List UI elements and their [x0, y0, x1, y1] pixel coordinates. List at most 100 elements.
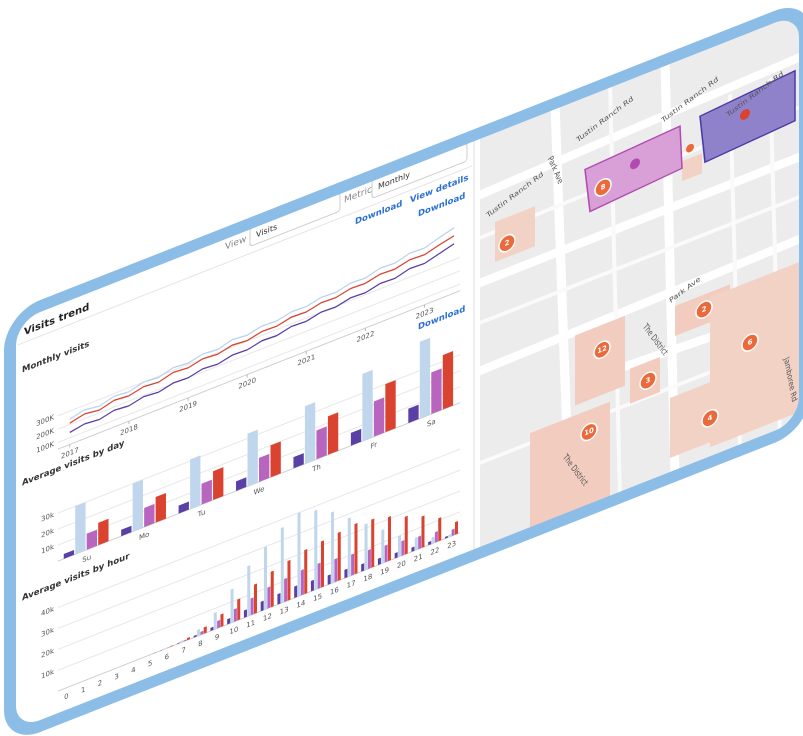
- map-marker[interactable]: [639, 370, 657, 392]
- bar: [170, 645, 174, 647]
- bar: [442, 351, 454, 410]
- bar: [421, 515, 425, 548]
- bar: [361, 563, 365, 572]
- map-marker[interactable]: [580, 421, 598, 443]
- bar: [86, 529, 98, 550]
- bar: [401, 540, 405, 556]
- bar: [132, 479, 143, 532]
- bar: [153, 652, 157, 654]
- bar: [280, 526, 284, 604]
- bar: [253, 583, 257, 614]
- x-tick-label: 2: [98, 678, 102, 688]
- map-marker-label: 3: [646, 375, 651, 386]
- x-tick-label: 0: [64, 691, 69, 702]
- bar: [203, 626, 207, 634]
- bar: [331, 511, 335, 584]
- map-marker[interactable]: [593, 339, 611, 361]
- block: [670, 376, 725, 459]
- x-tick-label: Fr: [371, 440, 377, 451]
- x-tick-label: 22: [430, 545, 439, 557]
- x-tick-label: 1: [81, 685, 85, 695]
- map-marker-label: 2: [702, 304, 707, 315]
- x-tick-label: 8: [198, 638, 203, 649]
- bar: [364, 523, 368, 571]
- bar: [200, 630, 204, 636]
- map-bg: [480, 4, 803, 553]
- x-tick-label: 4: [131, 665, 136, 676]
- x-tick-label: 11: [246, 618, 255, 630]
- bar: [144, 503, 155, 528]
- bar: [408, 404, 419, 424]
- bar: [166, 646, 170, 649]
- bar: [327, 412, 339, 455]
- grid-line: [58, 448, 460, 609]
- map-marker[interactable]: [741, 331, 759, 353]
- x-tick-label: 17: [347, 578, 356, 590]
- bar: [404, 515, 408, 555]
- map-marker-label: 4: [708, 412, 713, 423]
- bar: [394, 552, 398, 559]
- map-marker[interactable]: [701, 407, 719, 429]
- grid-line: [58, 256, 460, 417]
- bar: [347, 517, 351, 577]
- x-tick-label: Tu: [197, 507, 206, 519]
- bar: [387, 516, 391, 562]
- bar: [354, 522, 358, 575]
- map-marker-label: 8: [601, 182, 606, 193]
- bar: [180, 640, 184, 643]
- bar: [314, 509, 318, 591]
- map-marker[interactable]: [695, 298, 713, 320]
- bar: [213, 611, 217, 630]
- x-tick-label: 12: [263, 611, 272, 623]
- series-line: [69, 235, 455, 424]
- bar: [384, 544, 388, 563]
- bar: [414, 536, 418, 551]
- bar: [398, 535, 402, 558]
- divider: [18, 165, 472, 346]
- bar: [236, 477, 247, 491]
- map-marker-label: 6: [748, 337, 753, 348]
- x-tick-label: 3: [114, 671, 119, 682]
- bar: [230, 588, 234, 624]
- bar: [63, 549, 75, 559]
- grid-line: [58, 490, 460, 650]
- x-tick-label: 14: [296, 598, 305, 610]
- bar: [176, 642, 180, 645]
- block: [682, 153, 702, 182]
- bar: [155, 492, 166, 523]
- bar: [178, 501, 189, 514]
- x-tick-label: Sa: [427, 417, 436, 429]
- bar: [337, 531, 341, 581]
- bar: [300, 569, 304, 596]
- bar: [264, 546, 268, 610]
- grid-line: [58, 283, 460, 443]
- bar: [362, 369, 373, 442]
- bar: [186, 637, 190, 641]
- map-marker[interactable]: [498, 232, 516, 254]
- bar: [277, 593, 281, 605]
- bar: [217, 619, 221, 629]
- x-tick-label: 7: [181, 645, 185, 655]
- bar: [419, 337, 431, 419]
- bar: [233, 608, 237, 622]
- bar: [431, 368, 442, 415]
- bar: [270, 570, 274, 608]
- bar: [75, 502, 86, 555]
- bar: [344, 568, 348, 579]
- bar: [434, 531, 438, 543]
- bar: [381, 529, 385, 564]
- bar: [418, 535, 422, 550]
- map-marker-label: 10: [584, 425, 594, 438]
- x-tick-label: 13: [280, 604, 289, 616]
- bar: [259, 453, 270, 482]
- bar: [250, 597, 254, 616]
- bar: [163, 647, 167, 650]
- bar: [316, 426, 327, 460]
- x-tick-label: 16: [330, 585, 339, 597]
- bar: [320, 540, 324, 588]
- bar: [237, 598, 241, 621]
- bar: [448, 534, 452, 538]
- x-tick-label: 6: [165, 651, 170, 662]
- x-tick-label: 5: [148, 658, 152, 668]
- map-marker[interactable]: [594, 176, 612, 198]
